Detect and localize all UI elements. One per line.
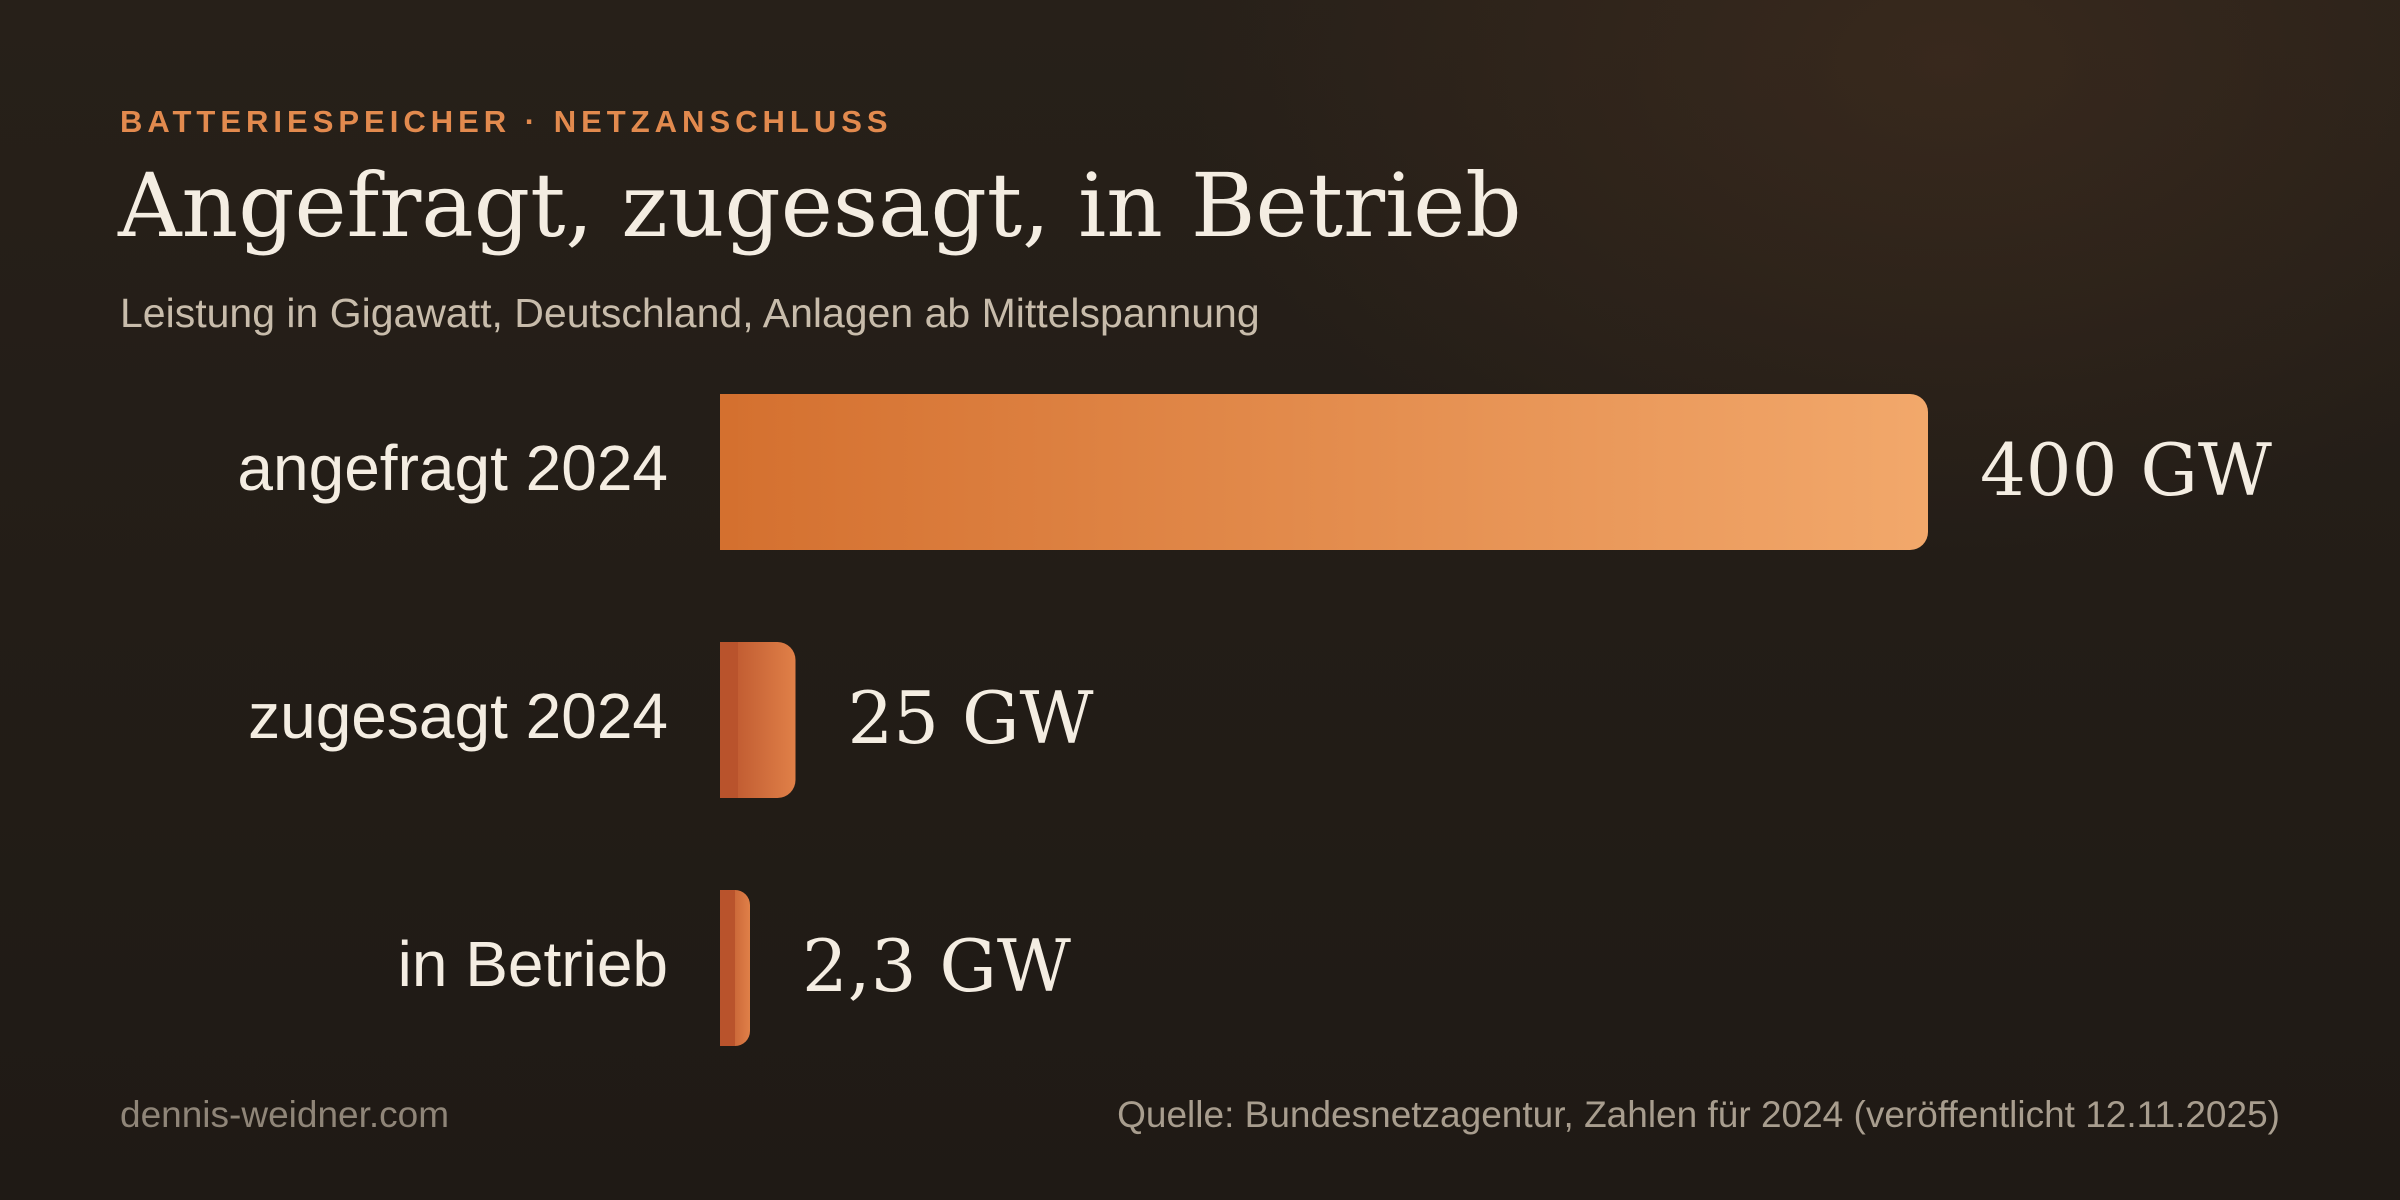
category-label: in Betrieb — [398, 928, 668, 1000]
category-label: angefragt 2024 — [237, 432, 668, 504]
bar-left-edge — [720, 394, 738, 550]
value-label: 25 GW — [848, 676, 1094, 760]
source-note: Quelle: Bundesnetzagentur, Zahlen für 20… — [1117, 1094, 2280, 1135]
value-label: 400 GW — [1980, 428, 2272, 512]
value-label: 2,3 GW — [802, 924, 1071, 1008]
category-label: zugesagt 2024 — [248, 680, 668, 752]
chart-subtitle: Leistung in Gigawatt, Deutschland, Anlag… — [120, 290, 1260, 336]
bar — [720, 642, 796, 798]
site-credit: dennis-weidner.com — [120, 1094, 450, 1135]
bar-left-edge — [720, 642, 738, 798]
chart-title: Angefragt, zugesagt, in Betrieb — [118, 154, 1522, 257]
chart-kicker: BATTERIESPEICHER · NETZANSCHLUSS — [120, 104, 893, 139]
bar — [720, 394, 1928, 550]
bar-left-edge — [720, 890, 735, 1046]
